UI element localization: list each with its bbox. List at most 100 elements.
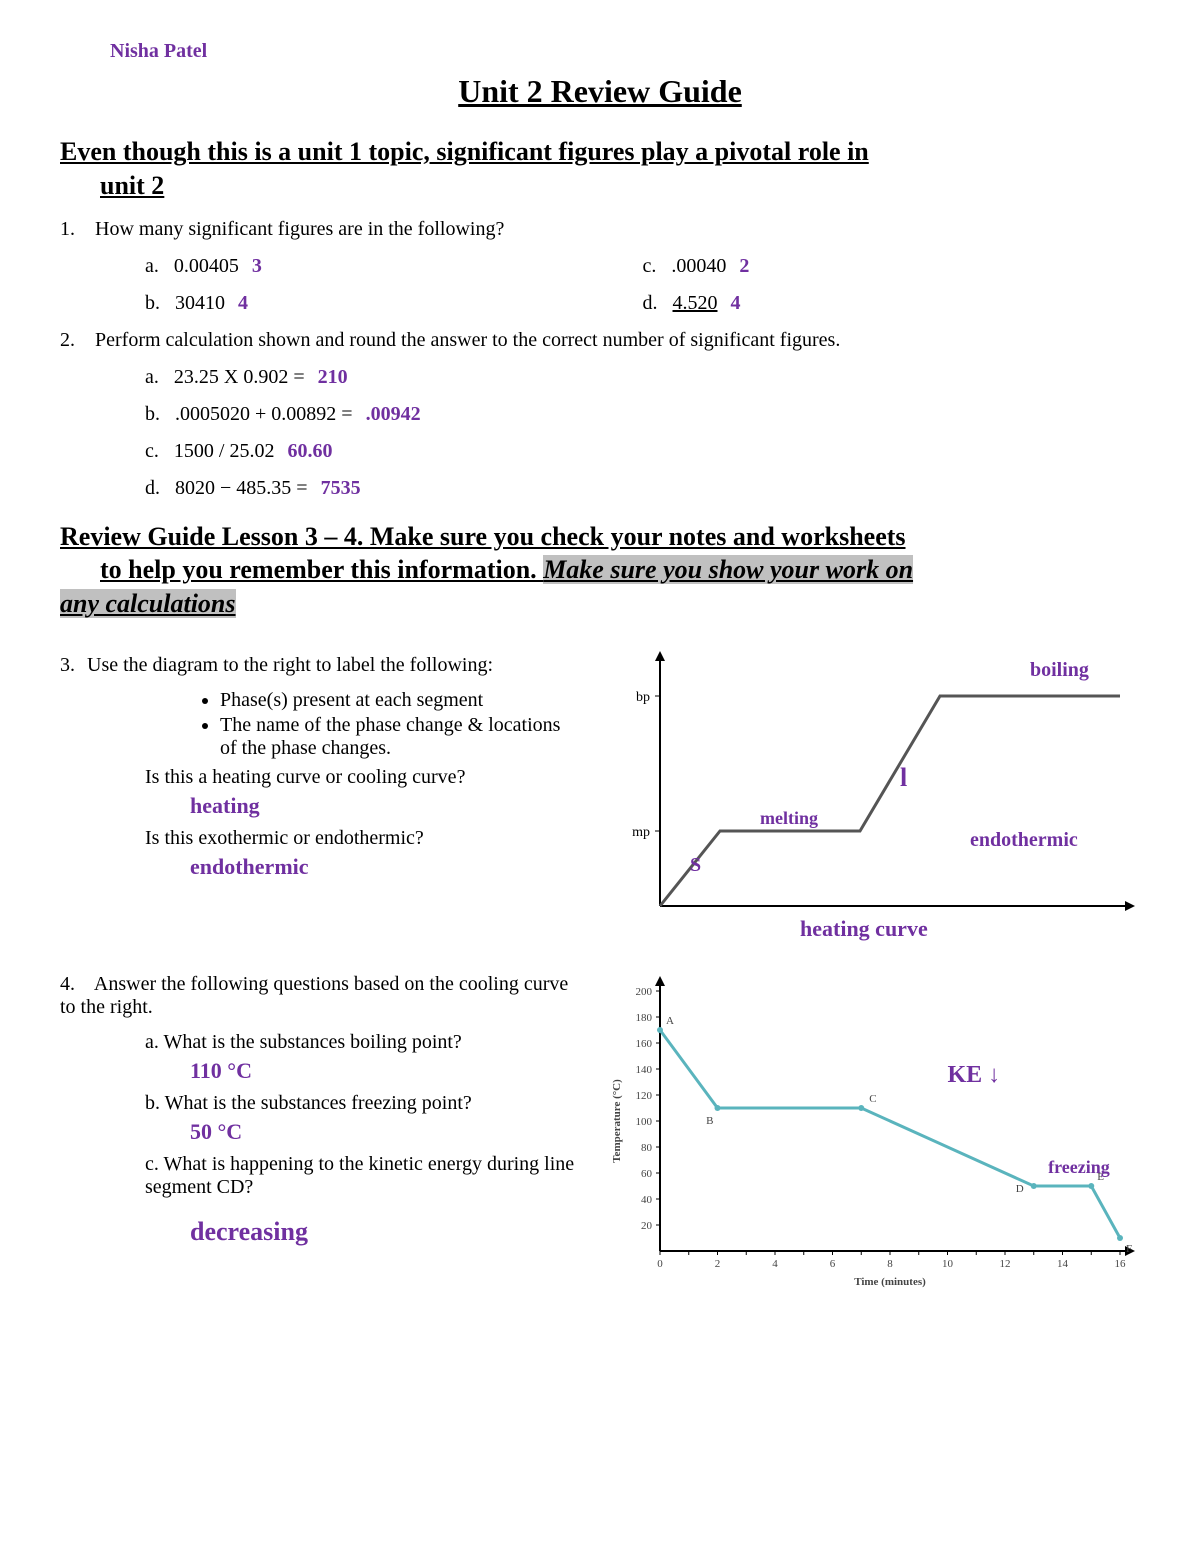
q1b-ans: 4: [238, 292, 248, 315]
heating-curve-chart: bp mp boiling melting Sl endothermic heating c…: [600, 636, 1140, 956]
svg-text:heating curve: heating curve: [800, 916, 928, 941]
q4b-ans: 50 °C: [190, 1119, 580, 1145]
q3-b2: The name of the phase change & locations…: [220, 714, 580, 760]
q2-text: Perform calculation shown and round the …: [95, 329, 840, 351]
q4c-label: c.: [145, 1153, 159, 1175]
q3-num: 3.: [60, 654, 82, 677]
heading-lesson34: Review Guide Lesson 3 – 4. Make sure you…: [60, 520, 1140, 621]
svg-text:12: 12: [1000, 1258, 1011, 1270]
q4a-ans: 110 °C: [190, 1058, 580, 1084]
svg-text:60: 60: [641, 1168, 653, 1180]
svg-text:bp: bp: [636, 690, 650, 705]
svg-text:A: A: [666, 1015, 674, 1027]
svg-text:S: S: [690, 854, 701, 876]
q4a-label: a.: [145, 1031, 159, 1053]
svg-text:100: 100: [636, 1116, 653, 1128]
q3-block: 3. Use the diagram to the right to label…: [60, 636, 1140, 961]
q2d-ans: 7535: [321, 477, 361, 500]
svg-text:0: 0: [657, 1258, 663, 1270]
heading-sigfigs: Even though this is a unit 1 topic, sign…: [60, 135, 1140, 203]
q3-ask2: Is this exothermic or endothermic?: [145, 827, 580, 850]
heading1-line1: Even though this is a unit 1 topic, sign…: [60, 137, 869, 166]
svg-text:boiling: boiling: [1030, 659, 1089, 681]
q1a-ans: 3: [252, 255, 262, 278]
q2b: b. .0005020 + 0.00892 = .00942: [145, 403, 1140, 426]
q1-row-ac: a. 0.00405 3 c. .00040 2: [145, 255, 1140, 278]
worksheet-page: Nisha Patel Unit 2 Review Guide Even tho…: [0, 0, 1200, 1366]
svg-text:160: 160: [636, 1038, 653, 1050]
q1c-val: .00040: [671, 255, 726, 277]
svg-text:2: 2: [715, 1258, 721, 1270]
q4: 4. Answer the following questions based …: [60, 973, 580, 1019]
q4-num: 4.: [60, 973, 90, 996]
q2c-ans: 60.60: [287, 440, 332, 463]
q4-block: 4. Answer the following questions based …: [60, 961, 1140, 1306]
q2a-val: 23.25 X 0.902 =: [174, 366, 305, 388]
svg-text:40: 40: [641, 1194, 653, 1206]
q1a-label: a.: [145, 255, 159, 277]
svg-text:Time (minutes): Time (minutes): [854, 1276, 926, 1288]
q1-text: How many significant figures are in the …: [95, 218, 504, 240]
q1d-val: 4.520: [673, 292, 718, 314]
svg-text:120: 120: [636, 1090, 653, 1102]
svg-text:140: 140: [636, 1064, 653, 1076]
q2b-ans: .00942: [366, 403, 421, 426]
q4b-q: What is the substances freezing point?: [165, 1092, 472, 1114]
svg-text:freezing: freezing: [1048, 1157, 1110, 1177]
q1c-label: c.: [643, 255, 657, 277]
student-name: Nisha Patel: [110, 40, 1140, 63]
svg-text:D: D: [1016, 1183, 1024, 1195]
svg-text:B: B: [706, 1115, 713, 1127]
svg-text:F: F: [1126, 1243, 1132, 1255]
heading1-line2: unit 2: [100, 169, 1140, 203]
q1-row-bd: b. 30410 4 d. 4.520 4: [145, 292, 1140, 315]
q2b-label: b.: [145, 403, 160, 425]
q1-num: 1.: [60, 218, 90, 241]
q2-num: 2.: [60, 329, 90, 352]
svg-text:8: 8: [887, 1258, 893, 1270]
svg-text:80: 80: [641, 1142, 653, 1154]
q2a-label: a.: [145, 366, 159, 388]
svg-text:200: 200: [636, 986, 653, 998]
svg-text:l: l: [900, 763, 907, 792]
heading2-line3: any calculations: [60, 589, 236, 618]
q2a-ans: 210: [318, 366, 348, 389]
svg-text:20: 20: [641, 1220, 653, 1232]
svg-text:6: 6: [830, 1258, 836, 1270]
q1a-val: 0.00405: [174, 255, 239, 277]
q1b-label: b.: [145, 292, 160, 314]
q2a: a. 23.25 X 0.902 = 210: [145, 366, 1140, 389]
q4c-q: What is happening to the kinetic energy …: [145, 1153, 574, 1198]
q2d-label: d.: [145, 477, 160, 499]
q3-ask1: Is this a heating curve or cooling curve…: [145, 766, 580, 789]
svg-text:melting: melting: [760, 808, 818, 828]
heading2-line1: Review Guide Lesson 3 – 4. Make sure you…: [60, 522, 906, 551]
heading2-line2b: Make sure you show your work on: [543, 555, 913, 584]
page-title: Unit 2 Review Guide: [60, 73, 1140, 110]
q2d: d. 8020 − 485.35 = 7535: [145, 477, 1140, 500]
q2c-val: 1500 / 25.02: [174, 440, 275, 462]
q1b-val: 30410: [175, 292, 225, 314]
svg-text:180: 180: [636, 1012, 653, 1024]
svg-text:10: 10: [942, 1258, 954, 1270]
q2: 2. Perform calculation shown and round t…: [60, 329, 1140, 352]
q3: 3. Use the diagram to the right to label…: [60, 654, 580, 677]
q3-b1: Phase(s) present at each segment: [220, 689, 580, 712]
heading2-line2a: to help you remember this information.: [100, 555, 543, 584]
q1d-label: d.: [643, 292, 658, 314]
q2d-val: 8020 − 485.35 =: [175, 477, 308, 499]
cooling-curve-chart: 204060801001201401601802000246810121416T…: [600, 961, 1140, 1301]
svg-text:Temperature (°C): Temperature (°C): [611, 1079, 623, 1163]
q4c-ans: decreasing: [190, 1217, 580, 1247]
q2b-val: .0005020 + 0.00892 =: [175, 403, 353, 425]
svg-text:16: 16: [1115, 1258, 1127, 1270]
q4-text: Answer the following questions based on …: [60, 973, 568, 1018]
q3-ans1: heating: [190, 793, 580, 819]
svg-text:4: 4: [772, 1258, 778, 1270]
svg-text:endothermic: endothermic: [970, 829, 1078, 851]
q2c-label: c.: [145, 440, 159, 462]
svg-text:C: C: [869, 1093, 876, 1105]
q1: 1. How many significant figures are in t…: [60, 218, 1140, 241]
q4b-label: b.: [145, 1092, 160, 1114]
svg-text:mp: mp: [632, 825, 650, 840]
